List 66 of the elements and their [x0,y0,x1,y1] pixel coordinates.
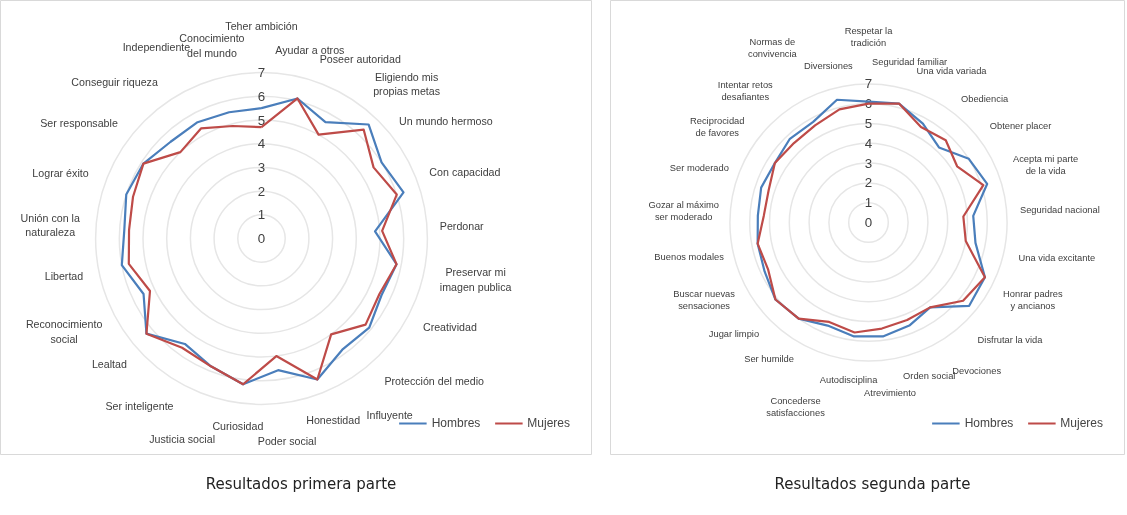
spoke-label: Reciprocidad de favores [690,115,745,138]
spoke-label: Obediencia [960,93,1009,104]
spoke-label: Unión con la naturaleza [20,212,80,239]
spoke-label: Seguridad familiar [872,57,948,68]
spoke-label: Concederse satisfacciones [766,395,826,418]
spoke-label: Jugar limpio [708,328,760,339]
spoke-label: Influyente [366,408,413,421]
y-tick-label: 7 [864,76,873,92]
spoke-label: Autodisciplina [819,375,879,386]
y-tick-label: 5 [257,112,266,128]
spoke-label: Reconocimiento social [25,318,103,345]
legend-label: Mujeres [527,416,570,430]
y-tick-label: 3 [864,155,873,171]
spoke-label: Ser inteligente [105,400,174,413]
y-tick-label: 0 [864,215,873,230]
y-tick-label: 0 [257,231,266,246]
text: Resultados segunda parte [774,474,971,495]
spoke-label: Ser moderado [669,162,729,173]
spoke-label: Protección del medio [384,375,485,388]
spoke-label: Honrar padres y ancianos [1003,288,1064,311]
spoke-label: Intentar retos desafiantes [717,80,774,103]
spoke-label: Con capacidad [429,166,501,179]
spoke-label: Obtener placer [989,121,1052,132]
spoke-label: Honestidad [306,413,361,426]
spoke-label: Normas de convivencia [748,36,798,59]
spoke-label: Teher ambición [225,19,298,32]
spoke-label: Ser responsable [40,116,118,129]
spoke-label: Conseguir riqueza [71,76,158,89]
text: Resultados primera parte [205,474,397,495]
spoke-label: Lealtad [91,358,127,371]
spoke-label: Gozar al máximo ser moderado [648,199,719,222]
spoke-label: Preservar mi imagen publica [439,266,512,293]
spoke-label: Seguridad nacional [1019,205,1100,216]
y-tick-label: 1 [257,207,266,223]
y-tick-label: 4 [864,135,873,151]
spoke-label: Lograr éxito [32,167,89,180]
y-tick-label: 3 [257,159,266,175]
spoke-label: Creatividad [422,321,477,334]
y-tick-label: 2 [864,175,873,191]
spoke-label: Una vida variada [916,66,988,77]
spoke-label: Poder social [257,435,317,448]
spoke-label: Atrevimiento [864,388,916,398]
legend-label: Hombres [964,416,1014,430]
y-tick-label: 1 [864,195,873,211]
spoke-label: Diversiones [804,61,854,72]
spoke-label: Justicia social [149,432,216,445]
spoke-label: Ser humilde [744,354,794,365]
spoke-label: Buenos modales [654,251,725,262]
legend-label: Mujeres [1060,416,1103,430]
y-tick-label: 2 [257,183,266,199]
spoke-label: Curiosidad [212,419,264,432]
spoke-label: Un mundo hermoso [399,115,493,128]
spoke-label: Ayudar a otros [275,44,345,57]
spoke-label: Acepta mi parte de la vida [1012,153,1079,176]
y-tick-label: 6 [257,88,266,104]
spoke-label: Eligiendo mis propias metas [373,70,441,98]
legend-label: Hombres [431,416,481,430]
spoke-label: Buscar nuevas sensaciones [673,288,736,311]
spoke-label: Una vida excitante [1018,253,1096,264]
spoke-label: Respetar la tradición [844,26,894,49]
spoke-label: Disfrutar la vida [977,334,1044,345]
spoke-label: Libertad [44,270,84,283]
y-tick-label: 7 [257,65,266,81]
spoke-label: Perdonar [439,219,485,232]
y-tick-label: 5 [864,116,873,131]
y-tick-label: 4 [257,136,266,152]
